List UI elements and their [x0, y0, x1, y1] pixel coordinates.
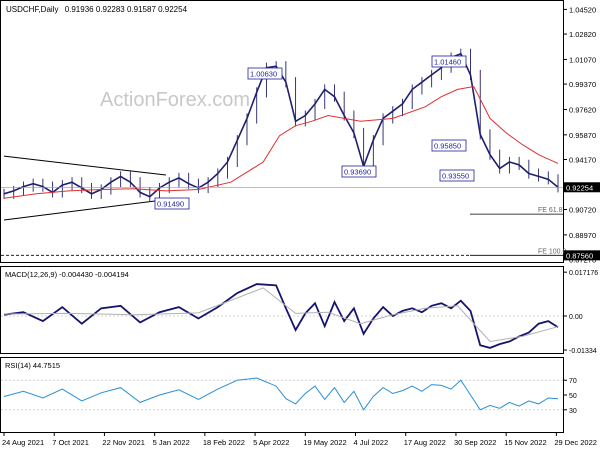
chart-header: USDCHF,Daily 0.91936 0.92283 0.91587 0.9… — [6, 5, 188, 14]
price-tick-label: 1.01070 — [569, 55, 596, 64]
fib-level-label: FE 100.0 — [538, 248, 567, 255]
level-label-box — [431, 139, 467, 152]
last-price-tag — [564, 182, 600, 193]
level-label-box — [154, 197, 190, 210]
x-tick-label: 15 Nov 2022 — [504, 438, 547, 447]
rsi-tick-label: 30 — [569, 408, 577, 415]
macd-title: MACD(12,26,9) -0.004430 -0.004194 — [5, 270, 129, 279]
macd-tick-label: 0.00 — [569, 314, 583, 321]
price-series-group: FE 61.8 FE 100.0 0.87560 0.92254 — [1, 48, 600, 261]
x-tick-label: 7 Oct 2021 — [52, 438, 89, 447]
x-tick-label: 17 Aug 2022 — [404, 438, 446, 447]
level-label: 1.01460 — [434, 58, 461, 67]
x-axis-ticks: 24 Aug 2021 7 Oct 2021 22 Nov 2021 5 Jan 20… — [2, 432, 597, 447]
x-tick-label: 22 Nov 2021 — [102, 438, 145, 447]
x-tick-label: 29 Dec 2022 — [554, 438, 597, 447]
level-label: 0.95850 — [434, 142, 461, 151]
x-tick-label: 5 Apr 2022 — [253, 438, 289, 447]
x-tick-label: 18 Feb 2022 — [203, 438, 245, 447]
rsi-axis-ticks: 70 50 30 — [1, 378, 577, 415]
price-tick-label: 0.90720 — [569, 206, 596, 215]
watermark: ActionForex.com — [100, 89, 250, 111]
macd-signal-line — [3, 287, 559, 343]
rsi-tick-label: 50 — [569, 393, 577, 400]
fib-price-tag — [564, 250, 600, 261]
x-tick-label: 30 Sep 2022 — [454, 438, 497, 447]
rsi-line — [3, 377, 559, 411]
fib-level-label: FE 61.8 — [538, 207, 563, 214]
price-tick-label: 0.94170 — [569, 155, 596, 164]
rsi-panel — [0, 357, 564, 433]
level-labels-group: 1.00630 1.01460 0.93690 0.95850 0.93550 0.914… — [154, 55, 475, 210]
ohlc-readout: 0.91936 0.92283 0.91587 0.92254 — [65, 5, 188, 14]
x-tick-label: 5 Jan 2022 — [153, 438, 190, 447]
macd-line — [3, 283, 559, 349]
last-price-label: 0.92254 — [566, 183, 593, 192]
moving-average-line — [3, 85, 559, 199]
level-label: 0.91490 — [157, 200, 184, 209]
macd-tick-label: 0.017176 — [569, 270, 598, 277]
level-label-box — [431, 55, 467, 68]
rsi-series-group — [3, 377, 559, 411]
price-tick-label: 1.04520 — [569, 5, 596, 14]
price-tick-label: 0.97620 — [569, 105, 596, 114]
level-label: 1.00630 — [250, 70, 277, 79]
trendline — [3, 155, 167, 176]
price-axis-ticks: 1.04520 1.02820 1.01070 0.99370 0.97620 0.958… — [563, 5, 596, 265]
x-tick-label: 24 Aug 2021 — [2, 438, 44, 447]
level-label-box — [247, 67, 283, 80]
price-tick-label: 0.95870 — [569, 131, 596, 140]
rsi-title: RSI(14) 44.7515 — [5, 361, 60, 370]
x-tick-label: 4 Jul 2022 — [354, 438, 389, 447]
level-label: 0.93690 — [344, 168, 371, 177]
trendline — [3, 199, 167, 221]
level-label: 0.93550 — [442, 172, 469, 181]
level-label-box — [341, 165, 377, 178]
x-tick-label: 19 May 2022 — [303, 438, 346, 447]
fib-price-label: 0.87560 — [566, 251, 593, 260]
price-tick-label: 0.99370 — [569, 80, 596, 89]
symbol-timeframe: USDCHF,Daily — [6, 5, 58, 14]
level-label-box — [439, 169, 475, 182]
price-tick-label: 0.88970 — [569, 231, 596, 240]
price-panel — [0, 0, 564, 263]
macd-tick-label: -0.01334 — [569, 348, 597, 355]
macd-series-group — [1, 283, 563, 349]
macd-axis-ticks: 0.017176 0.00 -0.01334 — [563, 270, 598, 355]
price-tick-label: 1.02820 — [569, 30, 596, 39]
rsi-tick-label: 70 — [569, 378, 577, 385]
